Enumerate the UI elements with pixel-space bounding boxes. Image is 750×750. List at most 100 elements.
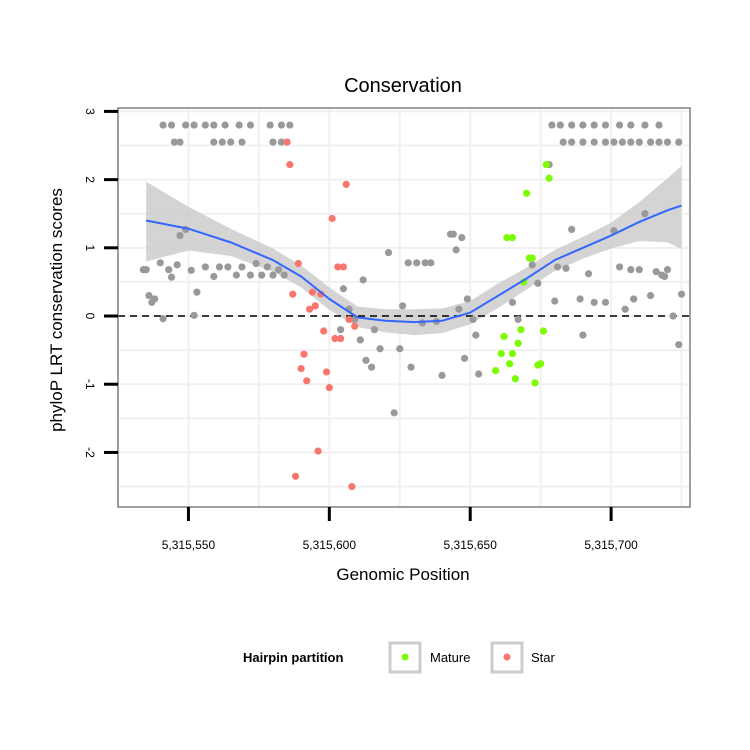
data-point-other [176,138,184,146]
data-point-star [303,377,311,385]
data-point-other [568,138,576,146]
data-point-other [224,263,232,271]
data-point-other [413,259,421,267]
data-point-mature [497,349,505,358]
data-point-other [218,138,226,146]
data-point-star [331,334,339,343]
data-point-other [246,121,255,129]
data-point-mature [491,366,500,375]
data-point-star [342,180,350,188]
data-point-other [627,121,635,129]
data-point-other [215,263,224,271]
data-point-other [266,121,274,129]
data-point-other [142,266,150,274]
data-point-mature [522,189,531,197]
legend-key-mature [388,641,422,674]
data-point-other [562,264,570,272]
data-point-other [590,298,598,306]
x-axis: 5,315,550 5,315,600 5,315,650 5,315,700 [162,507,638,552]
data-point-other [641,121,649,129]
data-point-star [314,447,322,455]
data-point-other [170,138,178,146]
data-point-star [306,305,314,313]
data-point-star [308,288,317,296]
data-point-star [325,384,333,392]
data-point-other [669,312,677,320]
data-point-star [348,482,356,491]
data-point-other [677,290,686,298]
data-point-mature [542,161,550,169]
data-point-other [556,121,564,129]
data-point-other [232,271,240,279]
data-point-other [404,259,412,267]
data-point-other [615,121,624,129]
data-point-other [663,266,672,274]
data-point-other [263,263,271,271]
data-point-other [269,138,277,146]
data-point-other [362,356,370,364]
x-tick-label: 5,315,550 [162,538,216,552]
data-point-star [291,472,300,480]
data-point-other [438,371,446,379]
data-point-other [675,341,683,349]
data-point-other [469,315,477,324]
data-point-star [334,263,342,271]
data-point-other [151,295,159,303]
data-point-other [246,271,255,279]
data-point-other [176,231,184,240]
legend-label-mature: Mature [430,650,470,665]
data-point-other [390,409,398,417]
data-point-mature [539,327,548,335]
x-tick-label: 5,315,650 [444,538,498,552]
data-point-star [297,364,305,373]
data-point-other [641,210,649,218]
data-point-other [356,336,364,344]
points [139,121,686,491]
data-point-other [452,246,460,254]
data-point-other [576,295,584,303]
data-point-star [351,322,359,330]
data-point-other [286,121,294,129]
data-point-other [252,259,260,268]
y-tick-label: 0 [83,313,97,320]
data-point-other [663,138,672,146]
smooth-trend-line [145,204,682,324]
data-point-other [238,263,246,271]
data-point-other [646,291,655,300]
legend-title: Hairpin partition [243,650,343,665]
y-tick-label: 1 [83,244,97,251]
plot-frame [117,107,691,508]
data-point-other [661,272,669,281]
data-point-star [286,161,294,169]
data-point-other [472,331,480,339]
data-point-star [311,302,319,310]
data-point-mature [514,339,522,347]
data-point-star [283,138,291,146]
data-point-other [449,230,457,238]
data-point-other [277,138,286,146]
data-point-star [300,350,308,358]
data-point-mature [503,233,511,242]
data-point-other [548,121,556,129]
data-point-other [508,298,517,306]
data-point-other [615,263,624,271]
data-point-star [322,368,331,376]
data-point-mature [500,332,508,341]
data-point-other [646,138,655,146]
legend-dot-star [503,653,511,661]
legend-dot-mature [401,653,409,661]
data-point-other [167,121,176,129]
data-point-other [601,298,610,306]
data-point-other [145,291,153,300]
data-point-other [367,363,376,371]
data-point-star [328,214,336,223]
data-point-mature [517,326,525,334]
data-point-other [165,266,173,274]
data-point-other [635,138,643,146]
data-point-other [269,271,277,279]
data-point-other [337,326,345,334]
data-point-other [187,266,195,274]
data-point-other [277,121,286,129]
